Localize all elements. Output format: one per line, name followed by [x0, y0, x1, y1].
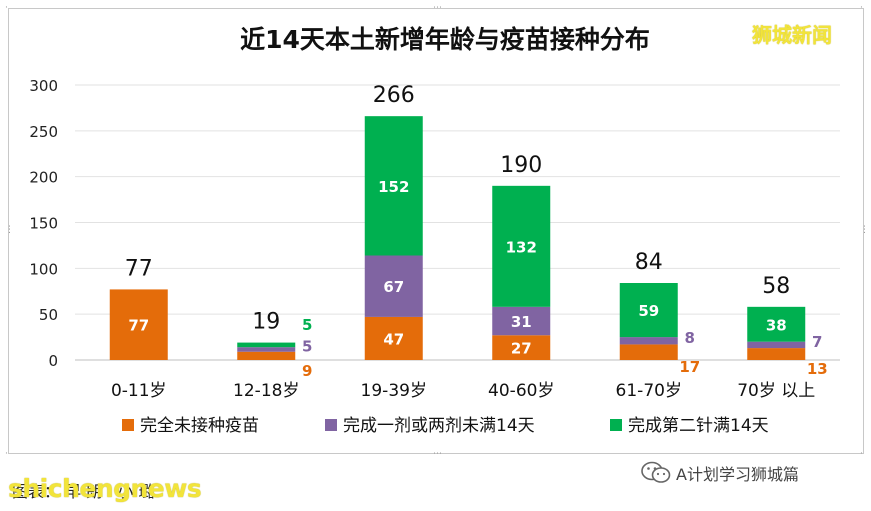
resize-handle-bottom[interactable]: ⋯ — [433, 449, 442, 459]
data-label-outside: 8 — [685, 329, 695, 347]
resize-handle-corner-bl[interactable]: · — [5, 449, 8, 459]
total-label: 58 — [762, 274, 790, 299]
total-label: 77 — [125, 256, 153, 281]
y-tick-label: 100 — [29, 260, 58, 278]
data-label: 132 — [506, 238, 537, 256]
bar-segment — [492, 335, 551, 360]
total-label: 190 — [500, 153, 542, 178]
wechat-badge: A计划学习狮城篇 — [640, 460, 799, 486]
chart-svg: 0 50 100 150 200 250 300 77 77 0-11岁 9 5 5 19 12-18岁 47… — [29, 77, 840, 436]
resize-handle-right[interactable]: ⋮ — [860, 225, 869, 235]
bar-segment — [364, 255, 423, 317]
bar-segment — [364, 116, 423, 256]
wechat-account-name: A计划学习狮城篇 — [676, 465, 799, 484]
wechat-icon — [641, 461, 671, 483]
total-label: 84 — [635, 250, 663, 275]
data-label-outside: 5 — [302, 337, 312, 355]
legend-swatch — [610, 419, 622, 431]
watermark-bottom: shichengnews — [8, 474, 202, 503]
data-label: 47 — [383, 330, 404, 348]
bar-segment — [619, 283, 678, 338]
watermark-top: 狮城新闻 — [752, 23, 832, 47]
resize-handle-corner-tl[interactable]: · — [5, 3, 8, 13]
bar-segment — [619, 337, 678, 345]
data-label-outside: 7 — [812, 333, 822, 351]
data-label-outside: 17 — [679, 358, 700, 376]
y-tick-label: 150 — [29, 215, 58, 233]
y-tick-label: 300 — [29, 77, 58, 95]
y-tick-label: 0 — [48, 352, 58, 370]
x-tick-label: 19-39岁 — [361, 381, 427, 401]
data-label: 77 — [128, 317, 149, 335]
data-label: 152 — [378, 178, 409, 196]
data-label-outside: 5 — [302, 316, 312, 334]
bar-segment — [747, 341, 806, 349]
x-tick-label: 70岁 以上 — [737, 381, 815, 401]
bar-segment — [747, 306, 806, 342]
data-label: 27 — [511, 340, 532, 358]
y-tick-label: 200 — [29, 169, 58, 187]
legend-label: 完全未接种疫苗 — [140, 416, 259, 436]
x-tick-label: 0-11岁 — [111, 381, 167, 401]
data-label-outside: 13 — [807, 360, 828, 378]
resize-handle-corner-br[interactable]: · — [860, 449, 863, 459]
y-tick-label: 50 — [39, 306, 58, 324]
legend-label: 完成第二针满14天 — [628, 416, 769, 436]
chart-title: 近14天本土新增年龄与疫苗接种分布 — [240, 25, 650, 54]
y-tick-label: 250 — [29, 123, 58, 141]
total-label: 19 — [252, 310, 280, 335]
data-label: 38 — [766, 316, 787, 334]
bar-segment — [492, 185, 551, 307]
data-label: 67 — [383, 278, 404, 296]
bar-segment — [237, 351, 296, 360]
resize-handle-top[interactable]: ⋯ — [433, 3, 442, 13]
legend-swatch — [325, 419, 337, 431]
bar-segment — [109, 289, 168, 360]
bar-segment — [237, 347, 296, 352]
resize-handle-corner-tr[interactable]: · — [860, 3, 863, 13]
data-label-outside: 9 — [302, 362, 312, 380]
bar-segment — [492, 306, 551, 336]
bar-segment — [747, 348, 806, 360]
x-tick-label: 40-60岁 — [488, 381, 554, 401]
bar-segment — [619, 344, 678, 360]
x-tick-label: 12-18岁 — [233, 381, 299, 401]
bar-segment — [237, 342, 296, 348]
data-label: 59 — [638, 302, 659, 320]
total-label: 266 — [373, 83, 415, 108]
bar-segment — [364, 316, 423, 360]
data-label: 31 — [511, 313, 532, 331]
resize-handle-left[interactable]: ⋮ — [5, 225, 14, 235]
chart-frame: ⋯ ⋯ ⋮ ⋮ · · · · — [5, 3, 869, 459]
legend-swatch — [122, 419, 134, 431]
x-tick-label: 61-70岁 — [616, 381, 682, 401]
legend-label: 完成一剂或两剂未满14天 — [343, 416, 535, 436]
source-credit: 图表： 早 朗 · 小 璐 — [12, 482, 155, 501]
